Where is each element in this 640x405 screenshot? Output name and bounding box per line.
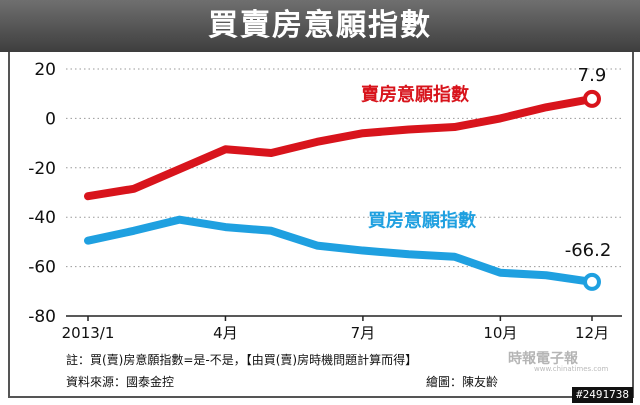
series-line	[84, 215, 596, 286]
end-point-marker	[583, 89, 601, 108]
graphic-credit: 繪圖：陳友齡	[426, 375, 499, 389]
watermark: 時報電子報	[508, 351, 578, 367]
footnote: 註：買(賣)房意願指數=是-不是，【由買(賣)房時機問題計算而得】	[66, 353, 418, 367]
x-tick-label: 10月	[483, 324, 517, 342]
image-id-label: #2491738	[572, 387, 633, 403]
x-tick-label: 7月	[351, 324, 376, 342]
series-line	[84, 94, 596, 201]
x-tick-label: 2013/1	[62, 324, 115, 342]
data-source: 資料來源：國泰金控	[66, 375, 175, 389]
watermark-url: www.chinatimes.com	[534, 365, 609, 373]
y-tick-label: 0	[45, 109, 56, 129]
y-tick-label: -80	[28, 307, 56, 327]
series-label-buy: 買房意願指數	[368, 209, 476, 231]
data-label-sell-end: 7.9	[578, 65, 607, 86]
x-tick-label: 4月	[213, 324, 238, 342]
chart-frame	[8, 52, 634, 398]
chart-title: 買賣房意願指數	[208, 8, 432, 43]
x-tick-label: 12月	[575, 324, 609, 342]
title-bar	[0, 0, 640, 52]
y-tick-label: -60	[28, 258, 56, 278]
series-label-sell: 賣房意願指數	[361, 83, 469, 105]
data-label-buy-end: -66.2	[565, 240, 612, 261]
y-tick-label: -20	[28, 159, 56, 179]
end-point-marker	[583, 272, 601, 291]
y-tick-label: 20	[34, 60, 56, 80]
y-tick-label: -40	[28, 208, 56, 228]
